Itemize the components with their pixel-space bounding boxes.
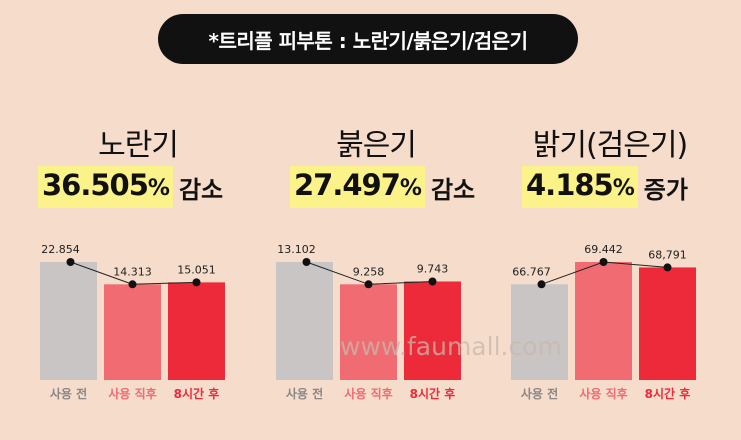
data-label: 9.743 xyxy=(417,262,449,275)
trend-point xyxy=(364,280,373,289)
title-text: *트리플 피부톤 : 노란기/붉은기/검은기 xyxy=(208,28,528,53)
stat-value: 27.497 xyxy=(294,168,401,202)
bar xyxy=(104,284,161,380)
bar xyxy=(40,262,97,380)
data-label: 69.442 xyxy=(584,243,623,256)
stat-unit: % xyxy=(612,176,635,201)
stat-word: 증가 xyxy=(643,175,688,204)
title-banner: *트리플 피부톤 : 노란기/붉은기/검은기 xyxy=(158,14,578,64)
trend-point xyxy=(663,263,672,272)
trend-point xyxy=(192,278,201,287)
data-label: 22.854 xyxy=(41,243,80,256)
data-label: 13.102 xyxy=(277,243,316,256)
stat-unit: % xyxy=(147,176,170,201)
stat-highlight: 27.497% xyxy=(290,166,425,208)
stat-value: 4.185 xyxy=(526,168,614,202)
stat-word: 감소 xyxy=(430,175,476,204)
bar xyxy=(168,282,225,380)
stat-unit: % xyxy=(399,176,422,201)
bar xyxy=(575,262,632,380)
bar xyxy=(340,284,397,380)
category-label: 8시간 후 xyxy=(645,386,691,401)
watermark-text: www.faumall.com xyxy=(340,332,562,361)
panel-heading-yellowness: 노란기 xyxy=(98,128,179,163)
stat-yellowness: 36.505% 감소 xyxy=(38,166,224,208)
data-label: 68,791 xyxy=(648,248,687,261)
stat-redness: 27.497% 감소 xyxy=(290,166,476,208)
category-label: 사용 전 xyxy=(521,386,558,401)
data-label: 14.313 xyxy=(113,265,152,278)
panel-heading-redness: 붉은기 xyxy=(336,128,417,163)
bar xyxy=(276,262,333,380)
stat-word: 감소 xyxy=(178,175,224,204)
data-label: 9.258 xyxy=(353,265,385,278)
trend-point xyxy=(66,258,75,266)
data-label: 15.051 xyxy=(177,263,216,276)
data-label: 66.767 xyxy=(512,265,551,278)
category-label: 사용 전 xyxy=(286,386,323,401)
stat-brightness: 4.185% 증가 xyxy=(522,166,688,208)
category-label: 8시간 후 xyxy=(174,386,220,401)
trend-point xyxy=(428,277,437,286)
category-label: 8시간 후 xyxy=(410,386,456,401)
stat-highlight: 36.505% xyxy=(38,166,173,208)
trend-point xyxy=(128,280,137,289)
panel-heading-brightness: 밝기(검은기) xyxy=(532,128,688,163)
category-label: 사용 전 xyxy=(50,386,87,401)
stat-value: 36.505 xyxy=(42,168,149,202)
bar xyxy=(404,281,461,380)
trend-point xyxy=(599,258,608,266)
trend-point xyxy=(302,258,311,266)
category-label: 사용 직후 xyxy=(108,386,156,401)
category-label: 사용 직후 xyxy=(579,386,627,401)
trend-point xyxy=(537,280,546,289)
bar xyxy=(639,267,696,380)
stat-highlight: 4.185% xyxy=(522,166,638,208)
category-label: 사용 직후 xyxy=(344,386,392,401)
bar xyxy=(511,284,568,380)
